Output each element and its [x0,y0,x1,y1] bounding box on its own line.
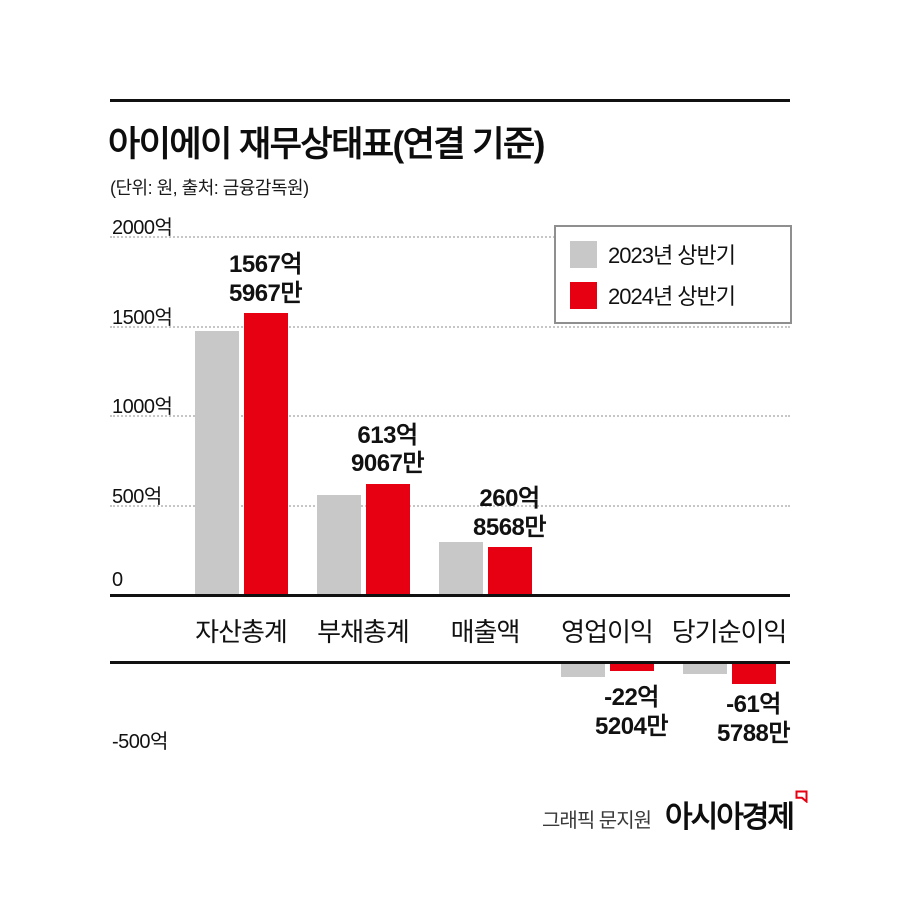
y-axis-tick-label: -500억 [112,731,168,753]
legend-label: 2023년 상반기 [608,243,736,268]
chart-subtitle: (단위: 원, 출처: 금융감독원) [110,178,309,198]
bar-value-line: 5788만 [717,719,790,747]
bar-value-label: -22억 5204만 [595,684,668,741]
bar-value-label: 1567억 5967만 [229,251,302,308]
legend-item: 2023년 상반기 [570,238,776,270]
bar-2024 [365,484,410,594]
y-axis-tick-label: 1500억 [112,306,173,329]
bar-value-line: 5204만 [595,712,668,740]
legend-swatch-icon [570,240,597,268]
bar-value-line: 9067만 [351,450,424,478]
legend-item: 2024년 상반기 [570,279,776,311]
bar-2024 [609,664,654,672]
y-axis-tick-label: 2000억 [112,217,173,239]
bar-value-line: 260억 [479,485,540,513]
category-label: 자산총계 [195,617,288,647]
gridline [110,236,790,238]
category-label: 당기순이익 [671,617,788,647]
bar-value-label: -61억 5788만 [717,691,790,748]
category-label: 매출액 [450,617,521,647]
category-label: 영업이익 [561,617,654,647]
speech-bubble-icon [795,790,808,808]
bar-2023 [438,542,483,594]
bar-value-label: 613억 9067만 [351,422,424,479]
bar-2024 [243,313,288,594]
top-rule [110,99,790,102]
bar-2023 [560,664,605,678]
brand-logo-text: 아시아경제 [665,801,795,834]
bar-2023 [194,330,239,594]
bar-value-line: 8568만 [473,513,546,541]
negative-baseline [110,661,790,664]
y-axis-tick-label: 500억 [112,485,162,508]
bar-2023 [682,664,727,674]
zero-axis-line [110,594,790,597]
bar-value-line: 5967만 [229,279,302,307]
bar-value-line: 613억 [357,422,418,450]
legend: 2023년 상반기 2024년 상반기 [554,225,792,324]
credit-text: 그래픽 문지원 [542,810,652,832]
brand-logo: 아시아경제 [665,790,808,836]
credit: 그래픽 문지원 아시아경제 [542,790,808,836]
legend-swatch-icon [570,281,597,309]
bar-value-line: 1567억 [229,251,302,279]
y-axis-tick-label: 1000억 [112,396,173,418]
page-title: 아이에이 재무상태표(연결 기준) [108,125,545,164]
gridline [110,504,790,507]
category-label: 부채총계 [317,617,410,647]
bar-2023 [316,494,361,594]
bar-value-line: -61억 [726,691,781,719]
bar-2024 [487,547,532,594]
legend-label: 2024년 상반기 [608,284,736,309]
y-axis-tick-label: 0 [112,569,123,591]
bar-2024 [731,664,776,685]
gridline [110,415,790,417]
bar-value-label: 260억 8568만 [473,485,546,542]
bar-value-line: -22억 [604,684,659,712]
gridline [110,325,790,328]
